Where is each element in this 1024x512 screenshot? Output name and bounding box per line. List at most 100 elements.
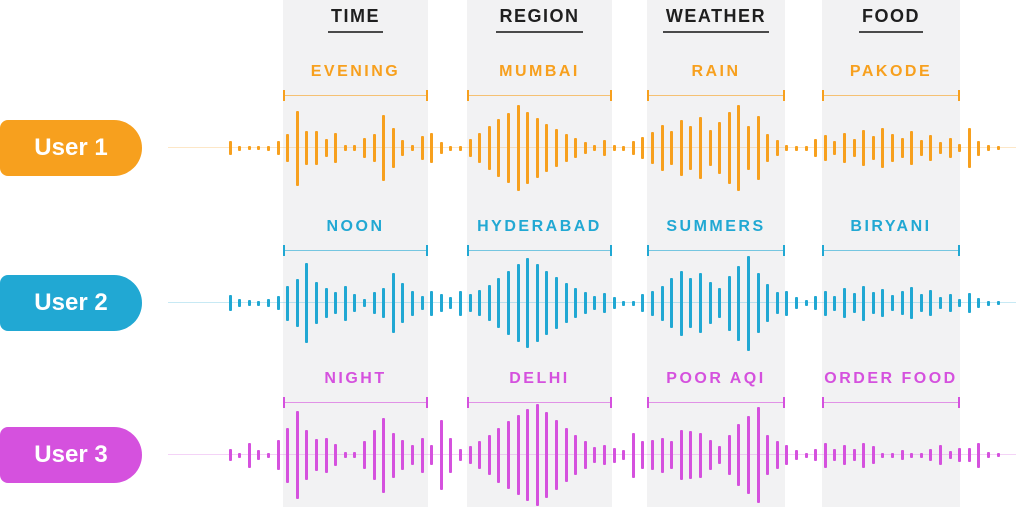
waveform-bar <box>641 137 645 159</box>
waveform-bar <box>430 290 434 316</box>
waveform-bar <box>545 412 549 498</box>
waveform-bar <box>689 126 693 170</box>
waveform-bar <box>228 449 232 461</box>
waveform-bar <box>842 288 846 318</box>
waveform-bar <box>391 432 395 478</box>
waveform-bar <box>266 452 270 458</box>
user2-food-label: BIRYANI <box>850 218 932 235</box>
waveform-bar <box>324 437 328 473</box>
waveform-bar <box>382 288 386 318</box>
waveform-bar <box>468 139 472 157</box>
waveform-bar <box>977 442 981 468</box>
waveform-bar <box>622 450 626 460</box>
waveform-bar <box>938 445 942 465</box>
waveform-bar <box>449 297 453 309</box>
user1-badge-label: User 1 <box>34 134 108 161</box>
waveform-bar <box>545 271 549 335</box>
waveform-bar <box>593 447 597 463</box>
waveform-bar <box>785 290 789 316</box>
user2-region-label-group: HYDERABAD <box>467 218 612 256</box>
user3-food-label-group: ORDER FOOD <box>822 370 960 408</box>
waveform-bar <box>679 120 683 176</box>
waveform-bar <box>334 292 338 314</box>
waveform-bar <box>746 255 750 351</box>
waveform-bar <box>708 130 712 166</box>
waveform-bar <box>353 145 357 151</box>
waveform-bar <box>526 112 530 184</box>
waveform-bar <box>266 145 270 151</box>
waveform-bar <box>257 146 261 150</box>
waveform-bar <box>900 450 904 460</box>
waveform-bar <box>410 445 414 465</box>
waveform-bar <box>410 145 414 151</box>
waveform-bar <box>554 129 558 167</box>
waveform-bar <box>718 446 722 464</box>
waveform-bar <box>833 141 837 155</box>
waveform-bar <box>862 130 866 166</box>
waveform-bar <box>852 139 856 157</box>
waveform-bar <box>823 135 827 161</box>
waveform-bar <box>516 264 520 342</box>
user2-badge-label: User 2 <box>34 289 108 316</box>
waveform-bar <box>382 115 386 181</box>
waveform-bar <box>842 133 846 163</box>
waveform-bar <box>430 133 434 163</box>
waveform-bar <box>420 437 424 473</box>
waveform-bar <box>391 128 395 168</box>
waveform-bar <box>305 131 309 165</box>
user2-waveform-baseline <box>168 302 1016 303</box>
column-header-region: REGION <box>467 6 612 33</box>
waveform-bar <box>737 265 741 341</box>
waveform-bar <box>343 285 347 321</box>
waveform-bar <box>535 118 539 178</box>
waveform-bar <box>401 440 405 470</box>
waveform-bar <box>823 290 827 316</box>
waveform-bar <box>996 453 1000 457</box>
waveform-bar <box>372 134 376 162</box>
waveform-bar <box>929 290 933 316</box>
waveform-bar <box>967 448 971 462</box>
waveform-bar <box>766 284 770 322</box>
waveform-bar <box>756 407 760 503</box>
waveform-bar <box>593 145 597 151</box>
waveform-bar <box>929 449 933 461</box>
waveform-bar <box>468 294 472 312</box>
waveform-bar <box>401 140 405 156</box>
user3-badge-label: User 3 <box>34 441 108 468</box>
waveform-bar <box>276 141 280 155</box>
waveform-bar <box>583 142 587 154</box>
waveform-bar <box>823 442 827 468</box>
waveform-bar <box>804 452 808 458</box>
waveform-bar <box>574 435 578 475</box>
waveform-bar <box>862 285 866 321</box>
waveform-bar <box>977 298 981 308</box>
waveform-bar <box>439 142 443 154</box>
waveform-bar <box>775 292 779 314</box>
waveform-bar <box>814 296 818 310</box>
waveform-bar <box>247 146 251 150</box>
user3-time-label-group: NIGHT <box>283 370 428 408</box>
waveform-bar <box>545 124 549 172</box>
waveform-bar <box>247 442 251 468</box>
waveform-bar <box>986 452 990 458</box>
user1-region-label-group: MUMBAI <box>467 63 612 101</box>
waveform-bar <box>977 140 981 156</box>
waveform-bar <box>286 285 290 321</box>
waveform-bar <box>612 297 616 309</box>
waveform-bar <box>852 293 856 313</box>
waveform-bar <box>919 452 923 458</box>
band-weather <box>647 0 785 507</box>
waveform-bar <box>487 285 491 321</box>
waveform-bar <box>948 294 952 312</box>
waveform-bar <box>881 289 885 317</box>
waveform-bar <box>458 449 462 461</box>
waveform-bar <box>900 291 904 315</box>
waveform-bar <box>362 441 366 469</box>
waveform-bar <box>295 279 299 327</box>
waveform-bar <box>458 290 462 316</box>
waveform-bar <box>756 116 760 180</box>
waveform-bar <box>679 270 683 336</box>
waveform-bar <box>526 258 530 348</box>
waveform-bar <box>785 445 789 465</box>
